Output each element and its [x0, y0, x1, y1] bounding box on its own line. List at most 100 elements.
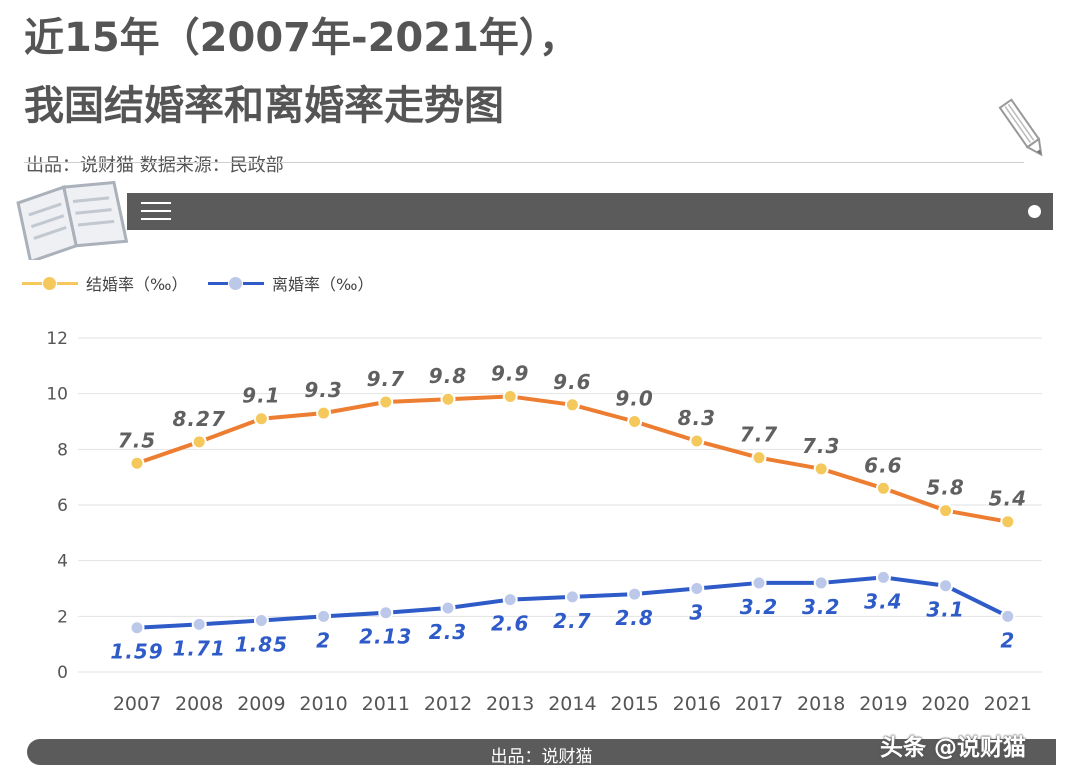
data-point-marriage — [191, 434, 207, 450]
x-tick-label: 2007 — [113, 693, 161, 715]
data-point-divorce — [502, 592, 518, 608]
footer-bar: 出品：说财猫 — [27, 739, 1056, 767]
data-label-divorce: 2 — [1000, 628, 1015, 652]
legend-label-divorce: 离婚率（‰） — [272, 275, 374, 294]
data-label-marriage: 9.0 — [615, 387, 653, 411]
x-tick-label: 2009 — [237, 693, 285, 715]
x-tick-label: 2016 — [673, 693, 721, 715]
data-point-marriage — [751, 450, 767, 466]
data-point-marriage — [253, 411, 269, 427]
y-tick-label: 12 — [46, 329, 68, 349]
data-label-divorce: 1.71 — [173, 636, 226, 660]
data-point-divorce — [1000, 608, 1016, 624]
data-label-divorce: 2.13 — [359, 625, 412, 649]
data-label-marriage: 7.5 — [118, 428, 156, 452]
watermark-text: 头条 @说财猫 — [880, 735, 1027, 761]
data-label-marriage: 6.6 — [864, 453, 902, 477]
data-label-marriage: 9.1 — [242, 384, 280, 408]
data-label-divorce: 2.8 — [615, 606, 653, 630]
x-tick-label: 2014 — [548, 693, 596, 715]
x-tick-label: 2010 — [299, 693, 347, 715]
data-label-divorce: 1.59 — [110, 640, 163, 664]
data-label-marriage: 7.7 — [740, 423, 778, 447]
data-label-divorce: 2 — [316, 628, 331, 652]
dot-icon — [1028, 205, 1041, 218]
y-tick-label: 0 — [57, 663, 68, 683]
data-point-marriage — [378, 394, 394, 410]
y-tick-label: 10 — [46, 385, 68, 405]
x-tick-label: 2017 — [735, 693, 783, 715]
data-label-marriage: 8.3 — [678, 406, 716, 430]
data-point-marriage — [440, 391, 456, 407]
data-point-divorce — [316, 608, 332, 624]
y-tick-label: 2 — [57, 607, 68, 627]
data-point-divorce — [378, 605, 394, 621]
data-label-divorce: 3.4 — [864, 589, 902, 613]
data-point-divorce — [253, 613, 269, 629]
data-label-marriage: 5.8 — [926, 476, 964, 500]
data-label-marriage: 7.3 — [802, 434, 840, 458]
book-icon — [16, 180, 129, 260]
legend-item-divorce[interactable]: 离婚率（‰） — [208, 271, 373, 295]
data-label-marriage: 9.3 — [304, 378, 342, 402]
y-tick-label: 6 — [57, 496, 68, 516]
data-label-marriage: 5.4 — [989, 487, 1027, 511]
header-divider — [24, 162, 1024, 163]
data-label-divorce: 3.2 — [802, 595, 840, 619]
x-tick-label: 2013 — [486, 693, 534, 715]
line-chart: 7.5 8.27 9.1 9.3 9.7 9.8 9.9 9.6 9.0 8.3 7.7 7.3 6.6… — [46, 329, 1042, 715]
data-point-marriage — [502, 388, 518, 404]
x-tick-label: 2019 — [859, 693, 907, 715]
x-tick-label: 2018 — [797, 693, 845, 715]
data-point-marriage — [1000, 514, 1016, 530]
data-point-marriage — [129, 455, 145, 471]
pencil-icon — [998, 98, 1043, 157]
data-point-divorce — [813, 575, 829, 591]
data-label-divorce: 2.7 — [553, 609, 591, 633]
x-tick-label: 2008 — [175, 693, 223, 715]
data-label-divorce: 2.3 — [429, 620, 467, 644]
data-label-marriage: 9.6 — [553, 370, 591, 394]
data-label-divorce: 1.85 — [235, 633, 288, 657]
data-point-marriage — [627, 414, 643, 429]
data-label-marriage: 8.27 — [173, 407, 226, 431]
chart-subtitle: 出品：说财猫 数据来源：民政部 — [26, 155, 284, 176]
data-point-divorce — [191, 616, 207, 632]
data-point-divorce — [875, 569, 891, 585]
chart-title-line1: 近15年（2007年-2021年）， — [24, 15, 579, 61]
data-point-divorce — [129, 620, 145, 636]
data-point-marriage — [875, 480, 891, 496]
data-point-divorce — [938, 578, 954, 594]
data-point-marriage — [316, 405, 332, 421]
x-tick-label: 2011 — [362, 693, 410, 715]
y-tick-label: 4 — [57, 552, 68, 572]
chart-title-line2: 我国结婚率和离婚率走势图 — [24, 83, 504, 129]
data-point-divorce — [627, 586, 643, 602]
data-point-divorce — [689, 581, 705, 596]
legend-label-marriage: 结婚率（‰） — [86, 275, 188, 294]
data-label-marriage: 9.7 — [367, 367, 405, 391]
data-point-marriage — [689, 433, 705, 449]
data-point-marriage — [938, 503, 954, 519]
legend-marker-divorce — [208, 275, 264, 291]
data-label-marriage: 9.8 — [429, 364, 467, 388]
data-point-divorce — [751, 575, 767, 591]
menu-icon[interactable] — [141, 202, 171, 221]
x-tick-label: 2015 — [610, 693, 658, 715]
data-label-marriage: 9.9 — [491, 361, 529, 385]
top-toolbar — [127, 193, 1053, 230]
legend-item-marriage[interactable]: 结婚率（‰） — [22, 271, 187, 295]
legend-marker-marriage — [22, 275, 78, 291]
footer-credit: 出品：说财猫 — [490, 747, 593, 767]
data-label-divorce: 3.2 — [740, 595, 778, 619]
data-point-marriage — [564, 397, 580, 413]
data-point-divorce — [564, 589, 580, 605]
y-tick-label: 8 — [57, 440, 68, 460]
x-tick-label: 2021 — [984, 693, 1032, 715]
data-label-divorce: 3 — [689, 601, 704, 625]
data-point-marriage — [813, 461, 829, 477]
data-label-divorce: 3.1 — [926, 598, 964, 622]
x-tick-label: 2020 — [921, 693, 969, 715]
x-tick-label: 2012 — [424, 693, 472, 715]
data-label-divorce: 2.6 — [491, 612, 529, 636]
